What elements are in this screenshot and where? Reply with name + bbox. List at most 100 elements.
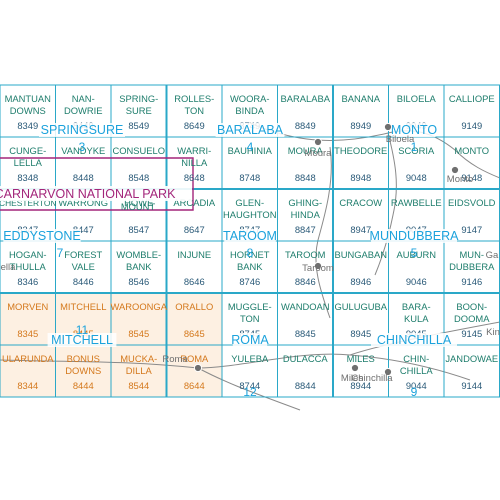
region-name: MONTO — [391, 123, 438, 137]
sheet-number: 8446 — [73, 276, 94, 287]
region-name: MITCHELL — [51, 333, 113, 347]
region-taroom[interactable]: TAROOM 8 — [223, 229, 277, 260]
map-sheet-8949[interactable]: BANANA 8949 — [341, 93, 380, 131]
region-number: 1 — [411, 140, 418, 154]
region-mundubbera[interactable]: MUNDUBBERA 5 — [370, 229, 460, 260]
orange-fill-8644 — [166, 345, 222, 397]
map-sheet-8847[interactable]: GHING-HINDA 8847 — [288, 197, 322, 235]
sheet-name: HORNET — [230, 249, 270, 260]
region-monto[interactable]: MONTO 1 — [391, 123, 438, 154]
region-baralaba[interactable]: BARALABA 4 — [215, 123, 285, 154]
map-sheet-8945[interactable]: GULUGUBA 8945 — [334, 301, 387, 339]
map-sheet-8345[interactable]: MORVEN 8345 — [7, 301, 48, 339]
map-sheet-8946[interactable]: BUNGABAN 8946 — [334, 249, 387, 287]
map-sheet-8547[interactable]: HOWE 8547 — [124, 197, 153, 235]
town-name: Biloela — [386, 134, 415, 145]
map-sheet-8947[interactable]: CRACOW 8947 — [339, 197, 382, 235]
map-sheet-9044[interactable]: CHIN-CHILLA 9044 — [400, 353, 434, 391]
map-sheet-8748[interactable]: BAUHINIA 8748 — [228, 145, 273, 183]
map-sheet-9145[interactable]: BOON-DOOMA 9145 — [454, 301, 490, 339]
sheet-name: WARRONG — [58, 197, 108, 208]
sheet-name: BINDA — [235, 105, 264, 116]
sheet-name: VALE — [72, 261, 95, 272]
town-dot — [450, 165, 460, 175]
map-sheet-8546[interactable]: WOMBLE-BANK 8546 — [116, 249, 161, 287]
map-sheet-8344[interactable]: ULARUNDA 8344 — [2, 353, 54, 391]
map-sheet-8545[interactable]: WAROONGA 8545 — [111, 301, 168, 339]
sheet-name: WOMBLE- — [116, 249, 161, 260]
map-sheet-8648[interactable]: WARRI-NILLA 8648 — [177, 145, 211, 183]
region-eddystone[interactable]: EDDYSTONE 7 — [3, 229, 81, 260]
map-sheet-8845[interactable]: WANDOAN 8845 — [281, 301, 330, 339]
map-sheet-9144[interactable]: JANDOWAE 9144 — [445, 353, 498, 391]
map-sheet-8346[interactable]: HOGAN-THULLA 8346 — [9, 249, 47, 287]
sheet-name: DILLA — [126, 365, 153, 376]
map-sheet-8548[interactable]: CONSUELO 8548 — [112, 145, 165, 183]
sheet-name: ROMA — [180, 353, 209, 364]
sheet-number: 8346 — [17, 276, 38, 287]
road-line — [197, 367, 301, 411]
sheet-number: 8944 — [350, 380, 371, 391]
region-number: 8 — [247, 246, 254, 260]
town-name: Moura — [305, 148, 333, 159]
map-sheet-9147[interactable]: EIDSVOLD 9147 — [448, 197, 496, 235]
map-sheet-9149[interactable]: CALLIOPE 9149 — [449, 93, 495, 131]
sheet-name: WARRI- — [177, 145, 211, 156]
sheet-name: GLEN- — [235, 197, 264, 208]
map-sheet-9148[interactable]: MONTO 9148 — [454, 145, 489, 183]
sheet-name: BARA- — [402, 301, 431, 312]
sheet-number: 8746 — [239, 276, 260, 287]
map-sheet-8647[interactable]: ARCADIA 8647 — [173, 197, 215, 235]
map-sheet-8944[interactable]: MILES 8944 — [347, 353, 375, 391]
map-sheet-8948[interactable]: THEODORE 8948 — [334, 145, 387, 183]
region-chinchilla[interactable]: CHINCHILLA 9 — [371, 333, 457, 399]
map-sheet-8646[interactable]: INJUNE 8646 — [177, 249, 211, 287]
orange-fill-8544 — [111, 345, 167, 397]
sheet-number: 8549 — [128, 120, 149, 131]
region-label-bg — [392, 123, 436, 137]
map-sheet-8549[interactable]: SPRING-SURE 8549 — [119, 93, 158, 131]
region-roma[interactable]: ROMA 12 — [231, 333, 269, 399]
town-biloela: Biloela — [383, 122, 415, 145]
map-sheet-8645[interactable]: ORALLO 8645 — [175, 301, 213, 339]
sheet-name: NILLA — [181, 157, 208, 168]
region-label-bg — [215, 123, 285, 137]
map-sheet-8644[interactable]: ROMA 8644 — [180, 353, 209, 391]
sheet-name: MUN- — [460, 249, 484, 260]
map-sheet-9146[interactable]: MUN-DUBBERA 9146 — [449, 249, 495, 287]
sheet-number: 8345 — [17, 328, 38, 339]
sheet-number: 8849 — [295, 120, 316, 131]
town-name: Taroom — [302, 263, 334, 274]
town-taroom: Taroom — [302, 261, 334, 274]
region-labels: SPRINGSURE 3 BARALABA 4 MONTO 1 EDDYSTONE 7 TARO… — [3, 123, 459, 399]
map-sheet-8649[interactable]: ROLLES-TON 8649 — [174, 93, 214, 131]
map-sheet-8448[interactable]: VANDYKE 8448 — [61, 145, 105, 183]
sheet-number: 8744 — [239, 380, 260, 391]
map-sheet-8544[interactable]: MUCKA-DILLA 8544 — [120, 353, 157, 391]
sheet-name: MILES — [347, 353, 375, 364]
region-springsure[interactable]: SPRINGSURE 3 — [39, 123, 125, 154]
map-sheet-8348[interactable]: CUNGE-LELLA 8348 — [9, 145, 46, 183]
sheet-number: 8344 — [17, 380, 38, 391]
map-sheet-8849[interactable]: BARALABA 8849 — [280, 93, 330, 131]
map-sheet-8447[interactable]: WARRONG 8447 — [58, 197, 108, 235]
sheet-name: CONSUELO — [112, 145, 165, 156]
map-sheet-8846[interactable]: TAROOM 8846 — [285, 249, 326, 287]
map-sheet-8744[interactable]: YULEBA 8744 — [231, 353, 269, 391]
town-kin: Kin — [486, 327, 500, 338]
map-sheet-8848[interactable]: MOURA 8848 — [288, 145, 324, 183]
sheet-number: 8547 — [128, 224, 149, 235]
sheet-number: 9149 — [461, 120, 482, 131]
sheet-name: MITCHELL — [60, 301, 106, 312]
map-sheet-8844[interactable]: DULACCA 8844 — [283, 353, 329, 391]
sheet-name: NAN- — [72, 93, 95, 104]
map-sheet-9046[interactable]: AUBURN 9046 — [396, 249, 436, 287]
map-sheet-9048[interactable]: SCORIA 9048 — [398, 145, 435, 183]
town-name: Roma — [162, 354, 188, 365]
national-park-outline — [0, 157, 194, 211]
